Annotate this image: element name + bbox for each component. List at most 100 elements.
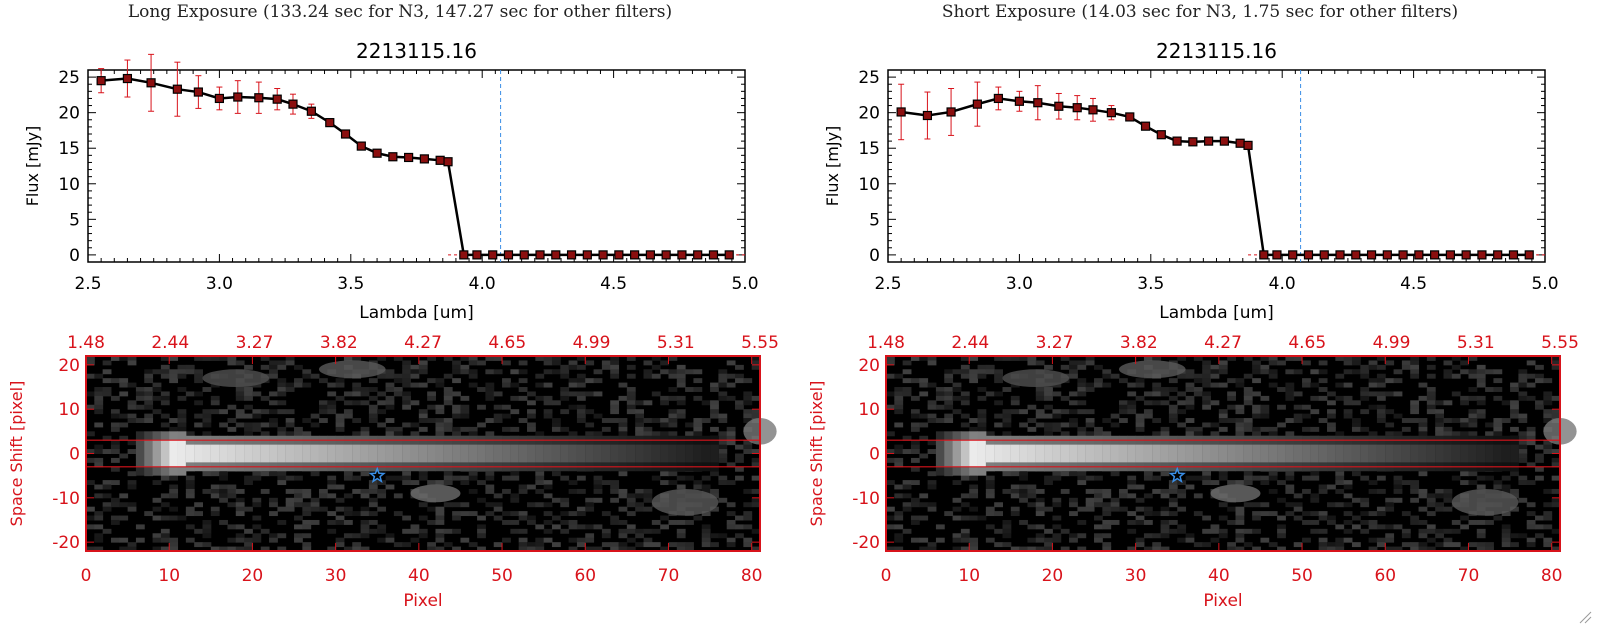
noise-pixel: [568, 546, 578, 552]
noise-pixel: [144, 373, 154, 379]
noise-pixel: [318, 404, 328, 410]
image-y-tick-label: -20: [52, 533, 80, 553]
data-point: [708, 250, 719, 260]
noise-pixel: [443, 422, 453, 428]
noise-pixel: [1052, 422, 1062, 428]
noise-pixel: [144, 378, 154, 384]
noise-pixel: [302, 506, 312, 512]
noise-pixel: [1318, 378, 1328, 384]
noise-pixel: [1327, 484, 1336, 490]
noise-pixel: [1252, 426, 1261, 432]
noise-pixel: [535, 488, 545, 494]
noise-pixel: [1302, 519, 1311, 525]
noise-pixel: [1543, 515, 1553, 521]
noise-pixel: [277, 426, 287, 432]
noise-pixel: [227, 488, 237, 494]
data-point: [404, 152, 414, 163]
noise-pixel: [127, 360, 137, 366]
trace-core-pixel: [1168, 444, 1178, 463]
noise-pixel: [551, 418, 561, 423]
noise-pixel: [1077, 382, 1087, 388]
noise-pixel: [318, 506, 328, 512]
image-y-tick-label: 20: [58, 356, 80, 376]
noise-pixel: [751, 528, 761, 534]
noise-pixel: [1035, 488, 1045, 494]
noise-pixel: [576, 542, 586, 548]
wavelength-tick-label: 5.55: [741, 333, 779, 353]
noise-pixel: [1052, 471, 1062, 477]
noise-pixel: [1135, 515, 1145, 521]
noise-pixel: [210, 395, 220, 401]
noise-pixel: [1268, 360, 1278, 366]
noise-pixel: [527, 409, 536, 415]
noise-pixel: [1410, 542, 1420, 548]
noise-pixel: [1343, 484, 1353, 490]
noise-pixel: [1094, 488, 1103, 494]
noise-pixel: [244, 364, 253, 370]
noise-pixel: [651, 356, 661, 361]
noise-pixel: [202, 528, 212, 534]
noise-pixel: [1426, 404, 1436, 410]
noise-pixel: [1168, 480, 1178, 486]
noise-pixel: [94, 533, 104, 539]
noise-pixel: [1426, 400, 1436, 406]
noise-pixel: [1385, 533, 1395, 539]
noise-pixel: [1235, 528, 1245, 534]
noise-pixel: [1252, 528, 1261, 534]
noise-pixel: [518, 546, 528, 552]
image-x-tick-label: 20: [242, 566, 264, 586]
data-point: [1235, 138, 1245, 148]
noise-pixel: [227, 524, 237, 530]
noise-pixel: [1543, 511, 1553, 517]
noise-pixel: [102, 387, 112, 392]
trace-core-pixel: [1010, 444, 1020, 463]
image-y-axis-label: Space Shift [pixel]: [7, 381, 26, 527]
noise-pixel: [735, 444, 744, 450]
noise-pixel: [468, 382, 478, 388]
noise-pixel: [543, 409, 553, 415]
noise-pixel: [518, 537, 528, 543]
noise-pixel: [235, 395, 245, 401]
noise-pixel: [160, 515, 170, 521]
noise-pixel: [1252, 502, 1261, 508]
noise-pixel: [1518, 453, 1528, 459]
trace-core-pixel: [576, 444, 586, 463]
data-point: [1259, 250, 1269, 260]
noise-pixel: [352, 533, 362, 539]
noise-pixel: [718, 418, 728, 423]
resize-grip-icon[interactable]: [1578, 610, 1592, 624]
noise-pixel: [535, 546, 545, 552]
noise-pixel: [1435, 400, 1445, 406]
noise-pixel: [410, 431, 420, 437]
noise-pixel: [294, 533, 303, 539]
noise-pixel: [427, 480, 436, 486]
noise-pixel: [1401, 364, 1411, 370]
noise-pixel: [119, 413, 129, 419]
noise-pixel: [1426, 364, 1436, 370]
noise-pixel: [1127, 528, 1137, 534]
noise-pixel: [460, 511, 470, 517]
noise-pixel: [1526, 360, 1536, 366]
noise-pixel: [927, 418, 937, 423]
noise-pixel: [1460, 546, 1469, 552]
noise-pixel: [1002, 356, 1012, 361]
noise-pixel: [277, 506, 287, 512]
noise-pixel: [368, 378, 378, 384]
data-point: [598, 250, 608, 260]
wavelength-tick-label: 4.27: [404, 333, 442, 353]
noise-pixel: [460, 364, 470, 370]
noise-pixel: [202, 356, 212, 361]
noise-pixel: [1335, 537, 1345, 543]
noise-pixel: [368, 395, 378, 401]
noise-pixel: [1210, 537, 1220, 543]
series-line: [101, 77, 730, 257]
noise-pixel: [435, 404, 445, 410]
noise-pixel: [985, 431, 995, 437]
noise-pixel: [285, 387, 295, 392]
noise-pixel: [1443, 497, 1453, 503]
data-point: [1303, 250, 1314, 260]
noise-pixel: [1277, 515, 1286, 521]
noise-pixel: [1044, 475, 1053, 481]
noise-pixel: [368, 519, 378, 525]
trace-core-pixel: [994, 444, 1003, 463]
